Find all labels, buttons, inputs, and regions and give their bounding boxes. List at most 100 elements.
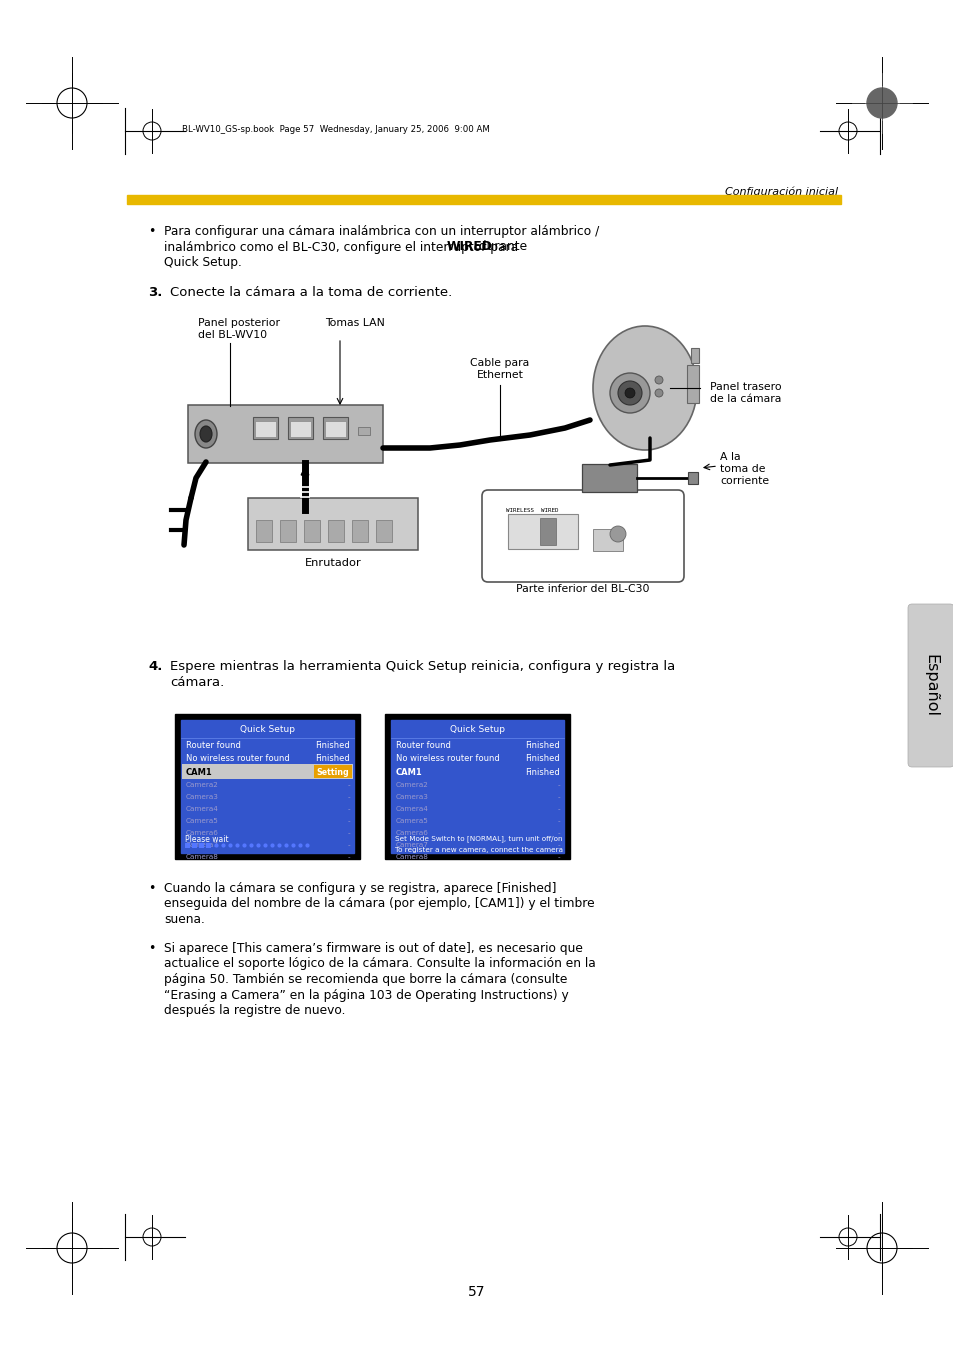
Bar	[507, 513, 578, 549]
Bar	[188, 405, 382, 463]
Bar	[328, 520, 344, 542]
Text: corriente: corriente	[720, 476, 768, 486]
Text: Conecte la cámara a la toma de corriente.: Conecte la cámara a la toma de corriente…	[170, 286, 452, 299]
Text: suena.: suena.	[164, 913, 205, 925]
Text: CAM1: CAM1	[186, 769, 213, 777]
Text: -: -	[557, 782, 559, 789]
Bar	[127, 195, 841, 204]
Text: durante: durante	[474, 240, 526, 254]
Text: 4.: 4.	[148, 661, 162, 673]
Bar	[181, 720, 354, 852]
Circle shape	[618, 381, 641, 405]
Text: CAM1: CAM1	[395, 769, 422, 777]
Text: inalámbrico como el BL-C30, configure el interruptor para: inalámbrico como el BL-C30, configure el…	[164, 240, 521, 254]
Text: Cuando la cámara se configura y se registra, aparece [Finished]: Cuando la cámara se configura y se regis…	[164, 882, 556, 894]
Text: Camera2: Camera2	[395, 782, 429, 789]
Text: -: -	[347, 819, 350, 824]
Text: Setting: Setting	[316, 767, 349, 777]
Text: actualice el soporte lógico de la cámara. Consulte la información en la: actualice el soporte lógico de la cámara…	[164, 958, 595, 970]
Circle shape	[866, 88, 896, 118]
Bar	[539, 517, 556, 544]
Text: No wireless router found: No wireless router found	[186, 754, 290, 763]
Bar	[581, 463, 637, 492]
Text: Finished: Finished	[525, 754, 559, 763]
Bar	[255, 520, 272, 542]
Bar	[385, 713, 569, 859]
Text: -: -	[347, 794, 350, 800]
Text: página 50. También se recomienda que borre la cámara (consulte: página 50. También se recomienda que bor…	[164, 973, 567, 986]
Text: No wireless router found: No wireless router found	[395, 754, 499, 763]
Text: 3.: 3.	[148, 286, 162, 299]
Text: Camera3: Camera3	[186, 794, 218, 800]
Text: Camera3: Camera3	[395, 794, 429, 800]
Text: Router found: Router found	[395, 742, 451, 750]
Text: •: •	[148, 882, 155, 894]
Bar	[253, 417, 277, 439]
Bar	[687, 471, 698, 484]
Bar	[352, 520, 368, 542]
Text: Finished: Finished	[525, 769, 559, 777]
Text: cámara.: cámara.	[170, 676, 224, 689]
Bar	[288, 417, 313, 439]
Bar	[593, 530, 622, 551]
Text: WIRED: WIRED	[447, 240, 493, 254]
Text: Camera6: Camera6	[186, 831, 218, 836]
Bar	[325, 422, 346, 436]
Text: Tomas LAN: Tomas LAN	[325, 317, 384, 328]
Text: Para configurar una cámara inalámbrica con un interruptor alámbrico /: Para configurar una cámara inalámbrica c…	[164, 226, 598, 238]
Text: Quick Setup.: Quick Setup.	[164, 255, 242, 269]
Text: enseguida del nombre de la cámara (por ejemplo, [CAM1]) y el timbre: enseguida del nombre de la cámara (por e…	[164, 897, 594, 911]
Ellipse shape	[194, 420, 216, 449]
Text: -: -	[557, 807, 559, 812]
Text: Quick Setup: Quick Setup	[240, 725, 294, 735]
Text: Quick Setup: Quick Setup	[450, 725, 504, 735]
Text: Router found: Router found	[186, 742, 240, 750]
Circle shape	[655, 376, 662, 384]
Text: después la registre de nuevo.: después la registre de nuevo.	[164, 1004, 345, 1017]
Text: Camera6: Camera6	[395, 831, 429, 836]
Text: -: -	[557, 819, 559, 824]
Bar	[192, 843, 197, 848]
Text: -: -	[557, 854, 559, 861]
Text: toma de: toma de	[720, 463, 764, 474]
Text: Enrutador: Enrutador	[304, 558, 361, 567]
Text: Parte inferior del BL-C30: Parte inferior del BL-C30	[516, 584, 649, 594]
Text: Panel posterior: Panel posterior	[198, 317, 280, 328]
Bar	[248, 499, 417, 550]
Text: Ethernet: Ethernet	[476, 370, 523, 380]
Bar	[357, 427, 370, 435]
Text: del BL-WV10: del BL-WV10	[198, 330, 267, 340]
Ellipse shape	[593, 326, 697, 450]
Text: To register a new camera, connect the camera: To register a new camera, connect the ca…	[395, 847, 562, 852]
Text: 57: 57	[468, 1285, 485, 1300]
Bar	[206, 843, 212, 848]
Text: Camera4: Camera4	[186, 807, 218, 812]
Text: -: -	[557, 843, 559, 848]
Text: Cable para: Cable para	[470, 358, 529, 367]
FancyBboxPatch shape	[481, 490, 683, 582]
Text: Si aparece [This camera’s firmware is out of date], es necesario que: Si aparece [This camera’s firmware is ou…	[164, 942, 582, 955]
Text: -: -	[347, 831, 350, 836]
Text: -: -	[557, 794, 559, 800]
Bar	[690, 349, 699, 363]
Bar	[199, 843, 204, 848]
Text: -: -	[557, 831, 559, 836]
Text: Finished: Finished	[314, 754, 350, 763]
Text: A la: A la	[720, 453, 740, 462]
Circle shape	[624, 388, 635, 399]
Text: Please wait: Please wait	[185, 835, 229, 843]
Text: Panel trasero: Panel trasero	[709, 382, 781, 392]
Text: BL-WV10_GS-sp.book  Page 57  Wednesday, January 25, 2006  9:00 AM: BL-WV10_GS-sp.book Page 57 Wednesday, Ja…	[182, 124, 489, 134]
Text: Camera7: Camera7	[395, 843, 429, 848]
Circle shape	[655, 389, 662, 397]
Text: Camera2: Camera2	[186, 782, 218, 789]
Circle shape	[609, 526, 625, 542]
Text: Configuración inicial: Configuración inicial	[724, 186, 837, 197]
Text: -: -	[347, 782, 350, 789]
Text: Camera8: Camera8	[395, 854, 429, 861]
Text: Espere mientras la herramienta Quick Setup reinicia, configura y registra la: Espere mientras la herramienta Quick Set…	[170, 661, 675, 673]
Text: Camera5: Camera5	[395, 819, 429, 824]
Text: Camera8: Camera8	[186, 854, 218, 861]
Text: Finished: Finished	[314, 742, 350, 750]
Text: •: •	[148, 942, 155, 955]
